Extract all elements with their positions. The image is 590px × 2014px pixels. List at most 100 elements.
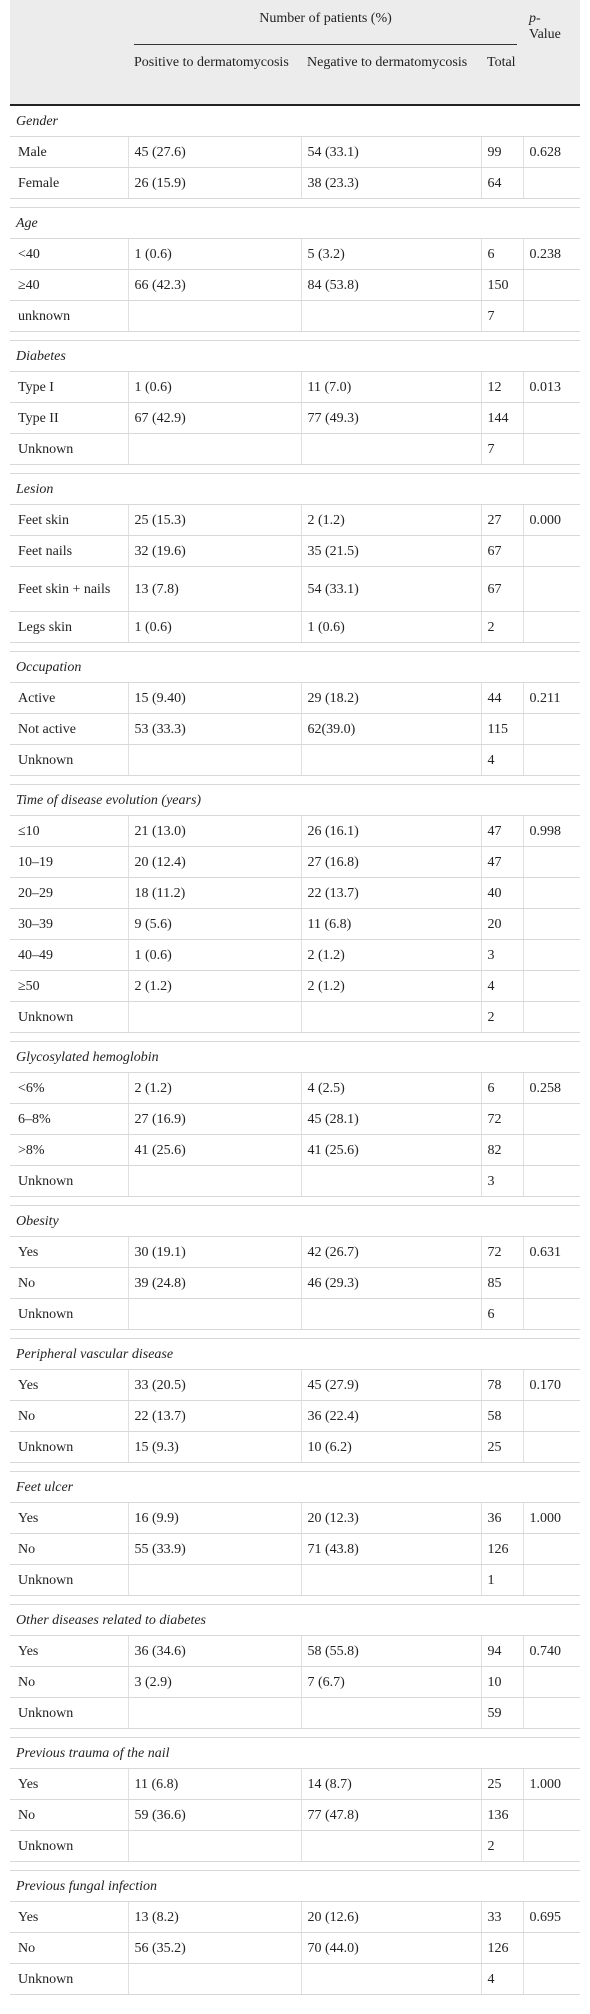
total-cell: 99 (480, 136, 524, 168)
section-header-row: Peripheral vascular disease (10, 1338, 581, 1370)
positive-cell: 15 (9.40) (127, 682, 301, 714)
pvalue-cell: 0.211 (522, 682, 581, 714)
section-header-row: Diabetes (10, 340, 581, 372)
table-row: Unknown 3 (10, 1165, 581, 1197)
row-label: unknown (10, 300, 128, 332)
row-label: No (10, 1666, 128, 1698)
negative-cell: 45 (27.9) (300, 1369, 481, 1401)
row-label: Feet skin (10, 504, 128, 536)
negative-cell: 29 (18.2) (300, 682, 481, 714)
section-header-row: Gender (10, 105, 581, 137)
positive-cell (127, 433, 301, 465)
total-cell: 115 (480, 713, 524, 745)
negative-cell: 70 (44.0) (300, 1932, 481, 1964)
section-title: Feet ulcer (10, 1471, 581, 1503)
pvalue-cell (522, 1963, 581, 1995)
positive-cell: 45 (27.6) (127, 136, 301, 168)
table-row: <40 1 (0.6) 5 (3.2) 6 0.238 (10, 238, 581, 270)
negative-cell (300, 1298, 481, 1330)
group-header-label: Number of patients (%) (134, 10, 518, 45)
total-cell: 20 (480, 908, 524, 940)
table-row: No 59 (36.6) 77 (47.8) 136 (10, 1799, 581, 1831)
pvalue-cell (522, 1001, 581, 1033)
section-spacer (10, 775, 581, 785)
section-header-row: Age (10, 207, 581, 239)
negative-cell (300, 1697, 481, 1729)
positive-cell: 55 (33.9) (127, 1533, 301, 1565)
total-cell: 150 (480, 269, 524, 301)
negative-cell: 11 (6.8) (300, 908, 481, 940)
pvalue-header-line1: p- (529, 11, 541, 26)
header-empty-cell (10, 0, 128, 48)
table-row: Not active 53 (33.3) 62(39.0) 115 (10, 713, 581, 745)
pvalue-cell (522, 1830, 581, 1862)
negative-cell: 20 (12.3) (300, 1502, 481, 1534)
table-row: 40–49 1 (0.6) 2 (1.2) 3 (10, 939, 581, 971)
table-row: Male 45 (27.6) 54 (33.1) 99 0.628 (10, 136, 581, 168)
positive-cell: 13 (7.8) (127, 566, 301, 612)
table-row: Yes 16 (9.9) 20 (12.3) 36 1.000 (10, 1502, 581, 1534)
positive-cell: 3 (2.9) (127, 1666, 301, 1698)
total-cell: 12 (480, 371, 524, 403)
row-label: Type I (10, 371, 128, 403)
table-row: Yes 36 (34.6) 58 (55.8) 94 0.740 (10, 1635, 581, 1667)
row-label: Feet nails (10, 535, 128, 567)
total-cell: 36 (480, 1502, 524, 1534)
positive-cell: 13 (8.2) (127, 1901, 301, 1933)
positive-cell (127, 1001, 301, 1033)
row-label: Unknown (10, 1697, 128, 1729)
total-cell: 3 (480, 939, 524, 971)
table-row: Unknown 7 (10, 433, 581, 465)
positive-cell: 41 (25.6) (127, 1134, 301, 1166)
section-title: Occupation (10, 651, 581, 683)
negative-cell: 45 (28.1) (300, 1103, 481, 1135)
row-label: Unknown (10, 1298, 128, 1330)
row-label: Yes (10, 1768, 128, 1800)
total-header: Total (481, 48, 524, 104)
table-row: Feet skin + nails 13 (7.8) 54 (33.1) 67 (10, 566, 581, 612)
table-row: Unknown 6 (10, 1298, 581, 1330)
negative-cell: 4 (2.5) (300, 1072, 481, 1104)
positive-cell: 15 (9.3) (127, 1431, 301, 1463)
pvalue-header-line2: Value (529, 27, 561, 42)
negative-cell (300, 1564, 481, 1596)
pvalue-cell (522, 1134, 581, 1166)
total-cell: 126 (480, 1533, 524, 1565)
pvalue-cell (522, 908, 581, 940)
pvalue-cell (522, 402, 581, 434)
total-cell: 47 (480, 815, 524, 847)
negative-cell (300, 433, 481, 465)
total-cell: 6 (480, 238, 524, 270)
section-spacer (10, 464, 581, 474)
total-cell: 2 (480, 1001, 524, 1033)
section-header-row: Feet ulcer (10, 1471, 581, 1503)
section-header-row: Time of disease evolution (years) (10, 784, 581, 816)
negative-cell (300, 1001, 481, 1033)
row-label: Unknown (10, 1564, 128, 1596)
pvalue-cell: 0.000 (522, 504, 581, 536)
positive-cell: 22 (13.7) (127, 1400, 301, 1432)
positive-cell (127, 1963, 301, 1995)
total-cell: 94 (480, 1635, 524, 1667)
row-label: Feet skin + nails (10, 566, 128, 612)
table-row: ≥50 2 (1.2) 2 (1.2) 4 (10, 970, 581, 1002)
total-cell: 33 (480, 1901, 524, 1933)
pvalue-cell (522, 1697, 581, 1729)
row-label: Legs skin (10, 611, 128, 643)
positive-cell: 32 (19.6) (127, 535, 301, 567)
table-body: Gender Male 45 (27.6) 54 (33.1) 99 0.628 Femal… (10, 105, 581, 1995)
positive-cell: 33 (20.5) (127, 1369, 301, 1401)
spacer-cell (10, 775, 581, 785)
pvalue-cell (522, 1799, 581, 1831)
negative-cell: 41 (25.6) (300, 1134, 481, 1166)
row-label: No (10, 1932, 128, 1964)
row-label: 6–8% (10, 1103, 128, 1135)
positive-cell: 1 (0.6) (127, 611, 301, 643)
positive-cell: 30 (19.1) (127, 1236, 301, 1268)
positive-cell: 9 (5.6) (127, 908, 301, 940)
section-title: Age (10, 207, 581, 239)
table-row: Type II 67 (42.9) 77 (49.3) 144 (10, 402, 581, 434)
row-label: Not active (10, 713, 128, 745)
negative-cell: 2 (1.2) (300, 939, 481, 971)
total-cell: 2 (480, 1830, 524, 1862)
